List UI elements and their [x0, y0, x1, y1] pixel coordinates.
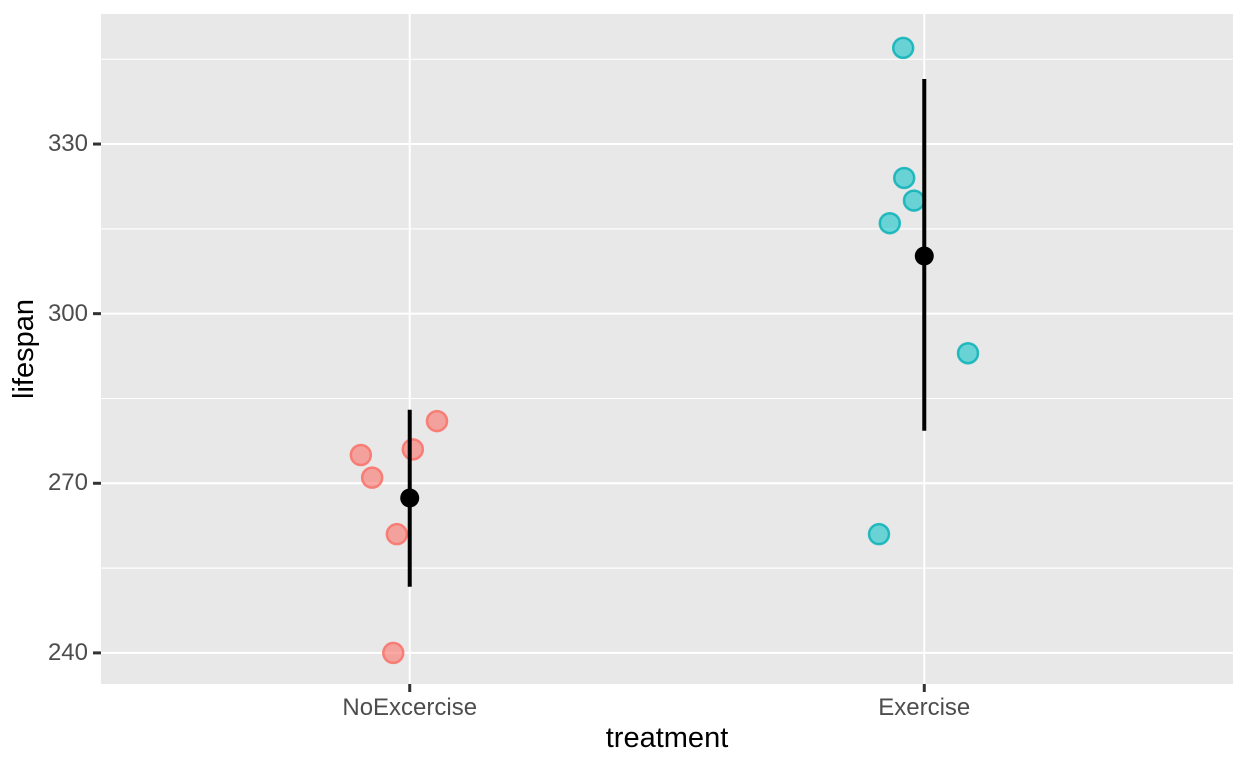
- data-point: [891, 36, 915, 60]
- data-point: [878, 211, 902, 235]
- data-point: [401, 438, 425, 461]
- data-point: [867, 522, 891, 546]
- data-point: [382, 641, 405, 665]
- panel-background: [101, 14, 1233, 684]
- y-tick-label: 300: [47, 299, 88, 327]
- data-point: [902, 189, 926, 212]
- data-point: [360, 466, 384, 489]
- y-tick-label: 270: [47, 469, 88, 497]
- y-tick-label: 330: [47, 130, 88, 158]
- x-axis-title: treatment: [605, 722, 729, 754]
- mean-point: [400, 488, 420, 508]
- data-point: [349, 443, 373, 467]
- data-point: [892, 166, 916, 190]
- data-point: [385, 522, 409, 546]
- x-tick-label: Exercise: [878, 694, 971, 721]
- y-tick-label: 240: [47, 638, 88, 666]
- mean-point: [914, 246, 934, 266]
- x-tick-label: NoExcercise: [342, 694, 478, 721]
- data-point: [425, 409, 449, 433]
- y-axis-title: lifespan: [8, 299, 40, 399]
- data-point: [956, 341, 980, 365]
